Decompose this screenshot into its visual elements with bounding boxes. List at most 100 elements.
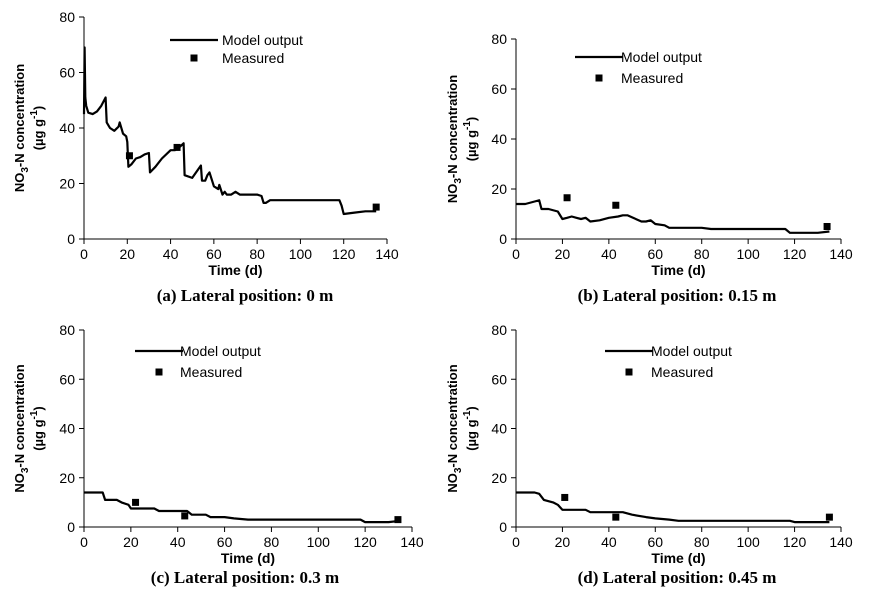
x-tick-label: 40 <box>601 246 617 262</box>
y-tick-label: 20 <box>491 181 507 197</box>
measured-point <box>372 203 380 211</box>
legend: Model output Measured <box>575 49 702 86</box>
measured-point <box>394 516 402 524</box>
x-tick-label: 0 <box>80 246 88 262</box>
x-tick-label: 20 <box>123 534 139 550</box>
x-tick-label: 120 <box>783 534 807 550</box>
x-tick-label: 120 <box>332 246 356 262</box>
y-axis-label-line2: (µg g-1) <box>462 117 479 162</box>
y-axis-label-line1: NO3-N concentration <box>445 75 464 203</box>
model-output-line <box>82 46 377 216</box>
legend: Model output Measured <box>170 32 303 66</box>
panel-caption: (b) Lateral position: 0.15 m <box>578 286 777 305</box>
x-tick-label: 140 <box>400 534 424 550</box>
y-axis-label: NO3-N concentration (µg g-1) <box>445 75 479 203</box>
x-tick-label: 120 <box>783 246 807 262</box>
x-axis-label: Time (d) <box>651 262 705 278</box>
y-tick-label: 80 <box>59 9 75 25</box>
legend-marker-swatch <box>625 368 633 376</box>
legend: Model output Measured <box>605 343 732 380</box>
y-tick-label: 0 <box>499 519 507 535</box>
model-output-line <box>84 491 401 524</box>
x-tick-label: 140 <box>375 246 399 262</box>
y-tick-label: 60 <box>59 371 75 387</box>
panel-caption: (c) Lateral position: 0.3 m <box>151 568 339 587</box>
x-tick-label: 100 <box>307 534 331 550</box>
legend-label-measured: Measured <box>651 364 713 380</box>
y-axis-label-line2: (µg g-1) <box>462 406 479 451</box>
measured-point <box>563 194 571 202</box>
panel-caption: (a) Lateral position: 0 m <box>157 286 334 305</box>
x-tick-label: 40 <box>163 246 179 262</box>
y-tick-label: 40 <box>59 120 75 136</box>
x-tick-label: 80 <box>694 246 710 262</box>
measured-point <box>612 513 620 521</box>
y-tick-label: 80 <box>491 31 507 47</box>
y-axis-label-line2: (µg g-1) <box>29 106 46 151</box>
chart-panel-c: 0 20 40 60 80 0 20 40 60 80 100 120 140 Time (d) NO3-N… <box>12 322 424 587</box>
measured-point <box>173 143 181 151</box>
legend-label-measured: Measured <box>180 364 242 380</box>
legend-label-measured: Measured <box>621 70 683 86</box>
x-tick-label: 0 <box>80 534 88 550</box>
panel-caption: (d) Lateral position: 0.45 m <box>578 568 777 587</box>
chart-panel-a: 0 20 40 60 80 0 20 40 60 80 100 120 140 Time (d) NO3-N… <box>12 9 399 305</box>
x-tick-label: 140 <box>829 246 853 262</box>
model-output-line <box>516 491 830 524</box>
y-tick-label: 60 <box>491 81 507 97</box>
legend-marker-swatch <box>190 54 198 62</box>
x-tick-label: 20 <box>555 246 571 262</box>
y-axis-label: NO3-N concentration (µg g-1) <box>445 364 479 492</box>
y-tick-label: 60 <box>491 371 507 387</box>
x-tick-label: 120 <box>353 534 377 550</box>
x-tick-label: 100 <box>736 534 760 550</box>
y-tick-label: 40 <box>491 421 507 437</box>
measured-point <box>825 513 833 521</box>
legend-marker-swatch <box>595 74 603 82</box>
y-axis-label: NO3-N concentration (µg g-1) <box>12 364 46 492</box>
legend-label-model: Model output <box>651 343 732 359</box>
y-tick-label: 40 <box>59 421 75 437</box>
x-tick-label: 0 <box>512 246 520 262</box>
x-tick-label: 80 <box>694 534 710 550</box>
y-tick-label: 80 <box>491 322 507 338</box>
chart-panel-d: 0 20 40 60 80 0 20 40 60 80 100 120 140 Time (d) NO3-N… <box>445 322 853 587</box>
legend-label-measured: Measured <box>222 50 284 66</box>
x-tick-label: 80 <box>249 246 265 262</box>
x-tick-label: 100 <box>736 246 760 262</box>
measured-point <box>823 223 831 230</box>
x-tick-label: 0 <box>512 534 520 550</box>
x-tick-label: 60 <box>647 246 663 262</box>
x-tick-label: 20 <box>555 534 571 550</box>
x-tick-label: 60 <box>647 534 663 550</box>
y-axis-label-line1: NO3-N concentration <box>445 364 464 492</box>
legend-label-model: Model output <box>222 32 303 48</box>
y-tick-label: 60 <box>59 65 75 81</box>
y-axis-label-line1: NO3-N concentration <box>12 364 31 492</box>
x-tick-label: 20 <box>119 246 135 262</box>
x-axis-label: Time (d) <box>221 550 275 566</box>
measured-point <box>181 512 189 520</box>
x-axis-label: Time (d) <box>651 550 705 566</box>
legend-marker-swatch <box>155 368 163 376</box>
measured-point <box>612 201 620 209</box>
measured-point <box>132 498 140 506</box>
measured-point <box>561 493 569 501</box>
measured-point <box>125 152 133 160</box>
y-axis-label-line2: (µg g-1) <box>29 406 46 451</box>
y-axis-label-line1: NO3-N concentration <box>12 64 31 192</box>
legend-label-model: Model output <box>180 343 261 359</box>
y-tick-label: 20 <box>491 470 507 486</box>
x-tick-label: 140 <box>829 534 853 550</box>
x-axis-label: Time (d) <box>208 262 262 278</box>
x-tick-label: 60 <box>217 534 233 550</box>
legend-label-model: Model output <box>621 49 702 65</box>
y-axis-label: NO3-N concentration (µg g-1) <box>12 64 46 192</box>
y-tick-label: 0 <box>67 519 75 535</box>
chart-panel-b: 0 20 40 60 80 0 20 40 60 80 100 120 140 Time (d) NO3-N… <box>445 31 853 305</box>
y-tick-label: 40 <box>491 131 507 147</box>
x-tick-label: 40 <box>170 534 186 550</box>
model-output-line <box>516 199 830 234</box>
x-tick-label: 100 <box>289 246 313 262</box>
x-tick-label: 80 <box>264 534 280 550</box>
